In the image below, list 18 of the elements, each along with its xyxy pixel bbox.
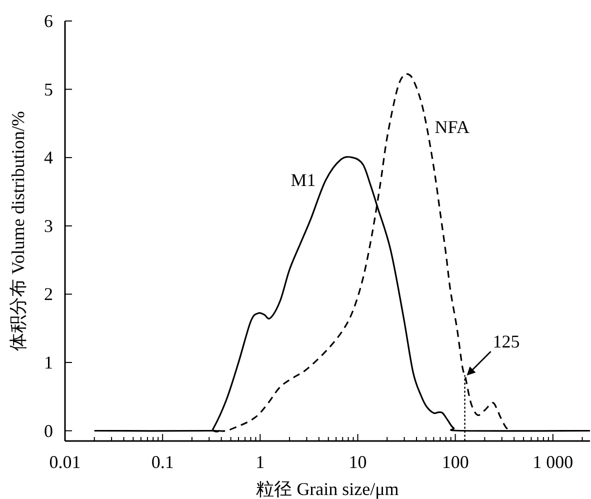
y-tick-label: 0	[44, 420, 53, 441]
annotation: 125	[492, 331, 520, 352]
x-tick-label: 0.1	[151, 452, 174, 472]
y-tick-label: 4	[44, 148, 53, 168]
x-tick-label: 100	[442, 452, 469, 472]
x-tick-label: 1 000	[532, 452, 574, 472]
y-tick-label: 1	[44, 352, 53, 372]
y-tick-label: 2	[44, 284, 53, 304]
x-tick-label: 10	[348, 452, 367, 472]
y-tick-label: 5	[44, 79, 53, 100]
series-label: NFA	[434, 116, 470, 137]
x-axis-title: 粒径 Grain size/μm	[256, 479, 399, 499]
x-tick-label: 0.01	[49, 452, 81, 472]
series-label: M1	[290, 170, 316, 190]
y-tick-label: 6	[44, 11, 53, 31]
y-tick-label: 3	[44, 216, 53, 236]
x-tick-label: 1	[256, 452, 265, 472]
y-axis-title: 体积分布 Volume distribution/%	[8, 111, 28, 351]
